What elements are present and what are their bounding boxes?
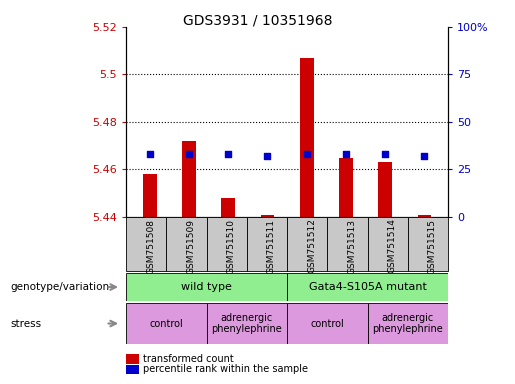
Bar xyxy=(300,58,314,217)
Text: GSM751510: GSM751510 xyxy=(227,218,236,273)
Text: GSM751513: GSM751513 xyxy=(348,218,356,273)
Bar xyxy=(287,273,448,301)
Text: GSM751508: GSM751508 xyxy=(146,218,156,273)
Text: transformed count: transformed count xyxy=(143,354,234,364)
Bar xyxy=(368,303,448,344)
Text: control: control xyxy=(311,318,344,329)
Text: control: control xyxy=(149,318,183,329)
Bar xyxy=(207,303,287,344)
Bar xyxy=(261,215,274,217)
Text: GSM751515: GSM751515 xyxy=(428,218,437,273)
Text: GSM751512: GSM751512 xyxy=(307,218,316,273)
Bar xyxy=(287,303,368,344)
Point xyxy=(381,151,389,157)
Text: adrenergic
phenylephrine: adrenergic phenylephrine xyxy=(212,313,282,334)
Text: adrenergic
phenylephrine: adrenergic phenylephrine xyxy=(372,313,443,334)
Bar xyxy=(247,217,287,271)
Bar xyxy=(207,217,247,271)
Text: percentile rank within the sample: percentile rank within the sample xyxy=(143,364,308,374)
Bar xyxy=(126,273,287,301)
Bar xyxy=(182,141,196,217)
Point xyxy=(342,151,350,157)
Text: GSM751509: GSM751509 xyxy=(186,218,196,273)
Text: GSM751511: GSM751511 xyxy=(267,218,276,273)
Point xyxy=(303,151,311,157)
Point xyxy=(224,151,232,157)
Bar xyxy=(126,217,166,271)
Bar xyxy=(368,217,408,271)
Point xyxy=(420,153,428,159)
Bar xyxy=(339,157,353,217)
Bar xyxy=(126,354,139,364)
Text: genotype/variation: genotype/variation xyxy=(10,282,109,292)
Bar xyxy=(143,174,157,217)
Point xyxy=(263,153,271,159)
Bar xyxy=(379,162,392,217)
Text: stress: stress xyxy=(10,318,41,329)
Bar xyxy=(287,217,328,271)
Point xyxy=(185,151,193,157)
Bar xyxy=(166,217,207,271)
Bar xyxy=(418,215,432,217)
Bar xyxy=(221,198,235,217)
Text: wild type: wild type xyxy=(181,282,232,292)
Bar xyxy=(408,217,448,271)
Bar xyxy=(328,217,368,271)
Point xyxy=(146,151,154,157)
Bar xyxy=(126,303,207,344)
Bar xyxy=(126,365,139,374)
Text: GSM751514: GSM751514 xyxy=(388,218,397,273)
Text: GDS3931 / 10351968: GDS3931 / 10351968 xyxy=(183,13,332,27)
Text: Gata4-S105A mutant: Gata4-S105A mutant xyxy=(308,282,426,292)
